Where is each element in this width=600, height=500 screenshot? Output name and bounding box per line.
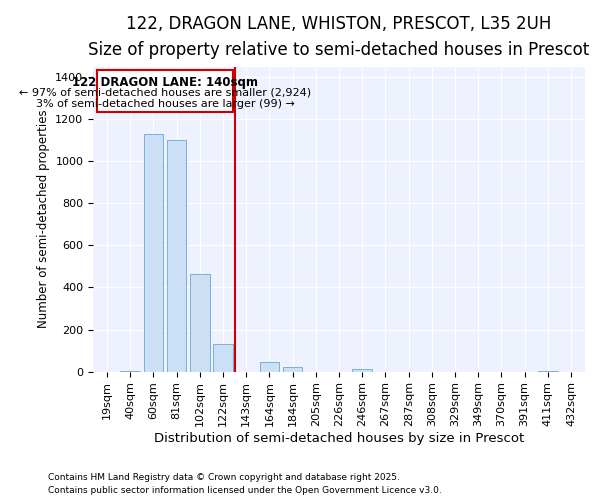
- Bar: [283, 368, 302, 372]
- Y-axis label: Number of semi-detached properties: Number of semi-detached properties: [37, 110, 50, 328]
- Bar: [213, 344, 233, 372]
- Title: 122, DRAGON LANE, WHISTON, PRESCOT, L35 2UH
Size of property relative to semi-de: 122, DRAGON LANE, WHISTON, PRESCOT, L35 …: [88, 15, 590, 60]
- Bar: [352, 370, 372, 372]
- Bar: [121, 370, 140, 372]
- X-axis label: Distribution of semi-detached houses by size in Prescot: Distribution of semi-detached houses by …: [154, 432, 524, 445]
- Bar: [260, 362, 279, 372]
- FancyBboxPatch shape: [97, 70, 233, 112]
- Bar: [167, 140, 187, 372]
- Text: ← 97% of semi-detached houses are smaller (2,924): ← 97% of semi-detached houses are smalle…: [19, 88, 311, 98]
- Bar: [190, 274, 209, 372]
- Text: 122 DRAGON LANE: 140sqm: 122 DRAGON LANE: 140sqm: [72, 76, 258, 89]
- Bar: [143, 134, 163, 372]
- Bar: [538, 370, 558, 372]
- Text: Contains HM Land Registry data © Crown copyright and database right 2025.
Contai: Contains HM Land Registry data © Crown c…: [48, 474, 442, 495]
- Text: 3% of semi-detached houses are larger (99) →: 3% of semi-detached houses are larger (9…: [35, 99, 295, 109]
